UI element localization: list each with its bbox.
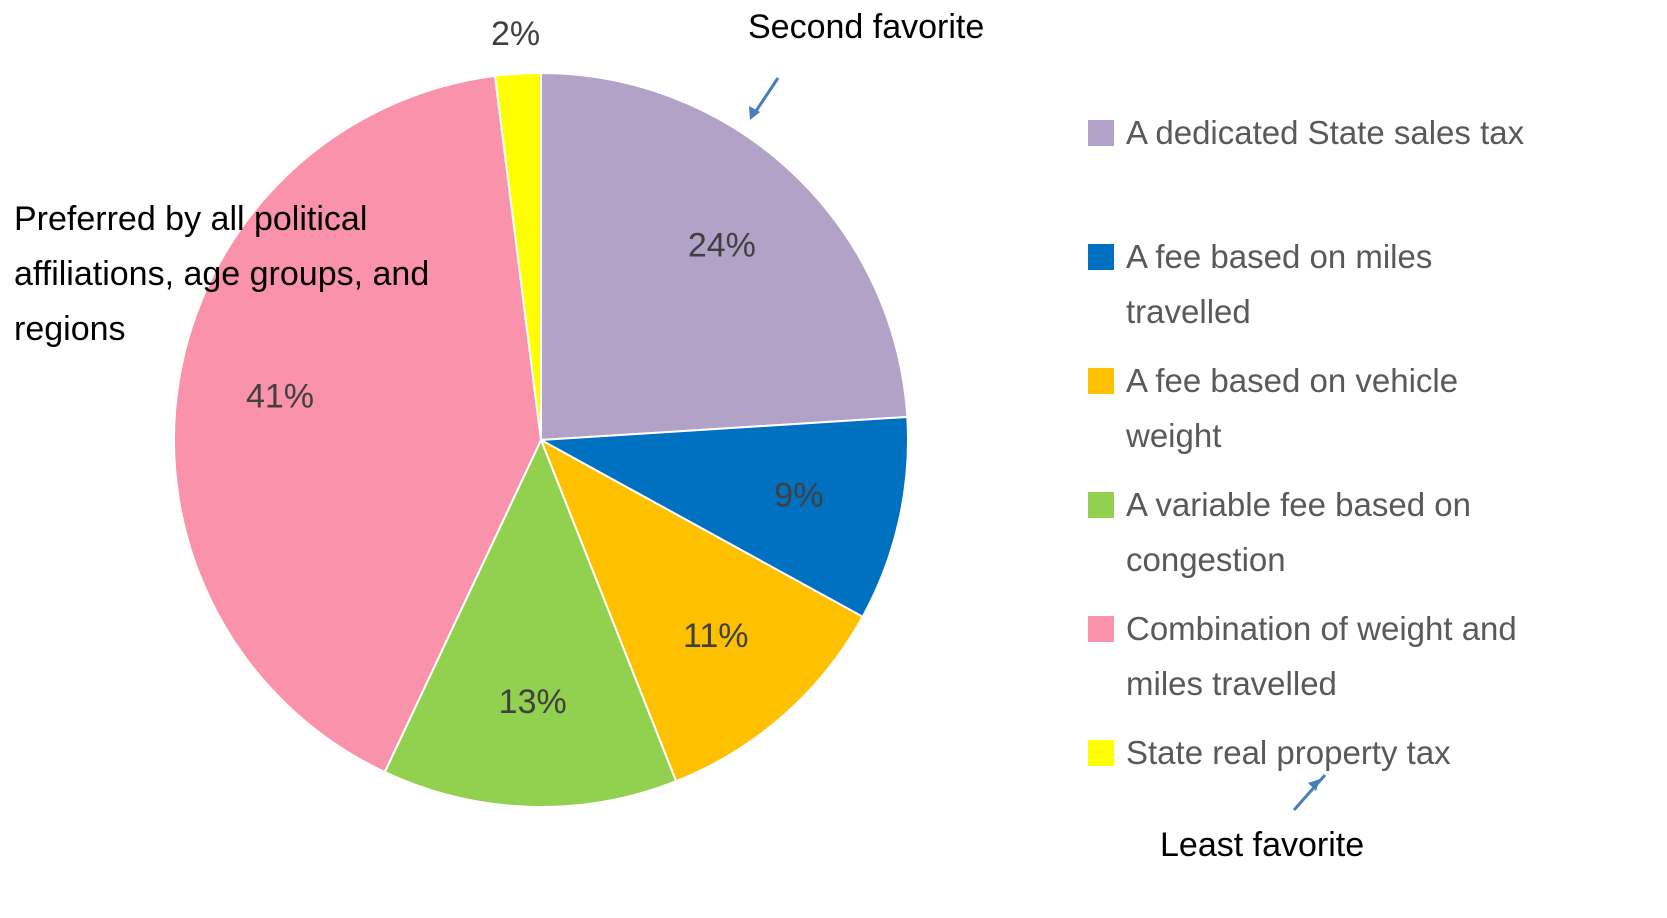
arrow bbox=[752, 77, 780, 115]
legend-item: State real property tax bbox=[1088, 725, 1558, 780]
legend-label: Combination of weight and miles travelle… bbox=[1126, 610, 1517, 702]
legend-swatch bbox=[1088, 616, 1114, 642]
wedges: 24% 9% 11% 13% 41% 2% bbox=[173, 15, 909, 808]
legend-label: A fee based on vehicle weight bbox=[1126, 362, 1459, 454]
legend-item: A variable fee based on congestion bbox=[1088, 477, 1558, 587]
data-label: 13% bbox=[499, 683, 567, 721]
data-label: 9% bbox=[774, 477, 823, 515]
legend-label: A dedicated State sales tax bbox=[1126, 114, 1525, 151]
annotation: Preferred by all political affiliations,… bbox=[14, 200, 430, 348]
legend-swatch bbox=[1088, 120, 1114, 146]
pie-wedge bbox=[493, 71, 542, 441]
annotation: Least favorite bbox=[1160, 826, 1365, 864]
data-label: 41% bbox=[246, 378, 314, 416]
legend-swatch bbox=[1088, 492, 1114, 518]
pie-wedge bbox=[383, 437, 678, 808]
arrow bbox=[1292, 774, 1327, 811]
legend-swatch bbox=[1088, 244, 1114, 270]
pie-wedge bbox=[540, 71, 909, 442]
legend-swatch bbox=[1088, 368, 1114, 394]
legend-swatch bbox=[1088, 740, 1114, 766]
legend-item: A fee based on miles travelled bbox=[1088, 229, 1558, 339]
legend-item: Combination of weight and miles travelle… bbox=[1088, 601, 1558, 711]
legend-label: A fee based on miles travelled bbox=[1126, 238, 1433, 330]
pie-wedge bbox=[173, 74, 543, 774]
arrow-head bbox=[1308, 779, 1320, 791]
legend-label: State real property tax bbox=[1126, 734, 1451, 771]
annotation: Second favorite bbox=[748, 8, 985, 46]
data-label: 24% bbox=[688, 226, 756, 264]
legend-item: A fee based on vehicle weight bbox=[1088, 353, 1558, 463]
data-label: 2% bbox=[491, 15, 540, 53]
arrow-head bbox=[749, 106, 760, 120]
legend-item: A dedicated State sales tax bbox=[1088, 105, 1558, 160]
data-label: 11% bbox=[683, 617, 749, 655]
pie-wedge bbox=[537, 415, 909, 619]
pie-wedge bbox=[539, 437, 864, 783]
legend-label: A variable fee based on congestion bbox=[1126, 486, 1471, 578]
